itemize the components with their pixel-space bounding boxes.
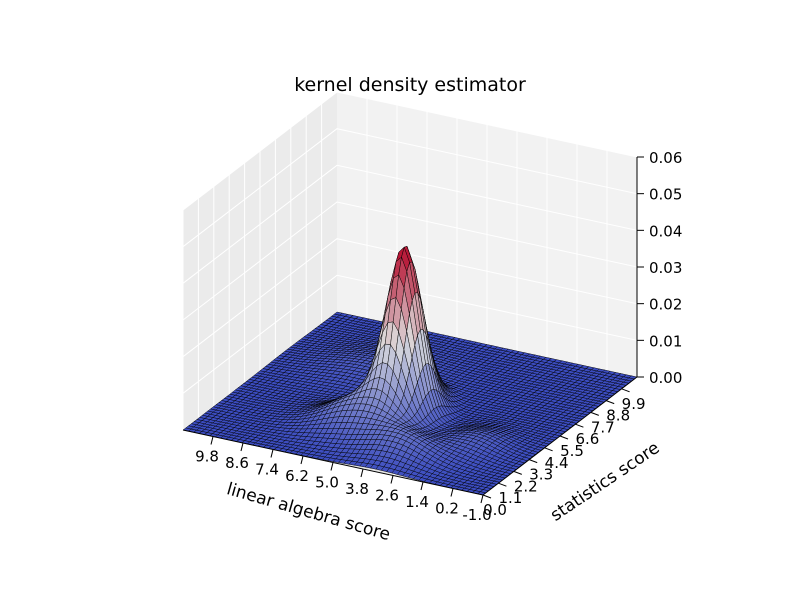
y-tick-label: 1.1 — [498, 489, 522, 507]
y-tick-mark — [482, 494, 492, 499]
z-gridline — [182, 128, 638, 248]
y-tick-label: 5.5 — [560, 442, 584, 460]
z-tick-label: 0.02 — [649, 296, 682, 314]
y-tick-label: 3.3 — [529, 466, 553, 484]
z-tick-label: 0.05 — [649, 186, 682, 204]
z-gridline — [182, 201, 638, 321]
x-tick-mark — [330, 462, 334, 471]
x-tick-mark — [360, 468, 364, 478]
x-tick-label: -1.0 — [462, 506, 491, 524]
z-tick-label: 0.06 — [649, 149, 682, 167]
y-tick-mark — [621, 388, 630, 393]
x-tick-label: 7.4 — [255, 461, 279, 479]
z-gridline — [182, 164, 638, 284]
x-tick-label: 6.2 — [285, 467, 309, 485]
x-tick-label: 3.8 — [345, 480, 369, 498]
y-tick-label: 4.4 — [545, 454, 569, 472]
x-tick-label: 8.6 — [225, 454, 249, 472]
y-tick-mark — [559, 435, 569, 440]
z-gridline — [182, 238, 638, 358]
y-tick-label: 0.0 — [483, 501, 507, 519]
surface-mesh — [182, 245, 638, 496]
x-tick-mark — [240, 442, 244, 452]
x-tick-mark — [210, 436, 214, 445]
x-tick-mark — [300, 455, 304, 465]
y-tick-mark — [575, 423, 584, 428]
z-tick-label: 0.03 — [649, 259, 682, 277]
y-tick-label: 8.8 — [606, 407, 630, 425]
z-gridline — [182, 91, 638, 211]
x-tick-label: 2.6 — [375, 487, 399, 505]
y-tick-label: 6.6 — [575, 430, 599, 448]
x-tick-mark — [420, 481, 424, 491]
x-tick-label: 1.4 — [405, 493, 429, 511]
y-axis-ticks: 0.01.12.23.34.45.56.67.78.89.9 — [482, 388, 646, 519]
y-tick-label: 9.9 — [622, 395, 646, 413]
y-tick-mark — [590, 411, 599, 416]
x-tick-mark — [480, 494, 484, 504]
x-tick-label: 9.8 — [195, 448, 219, 466]
x-tick-mark — [450, 488, 454, 497]
y-tick-mark — [498, 482, 507, 487]
x-tick-label: 5.0 — [315, 474, 339, 492]
y-tick-mark — [606, 400, 615, 405]
z-axis-ticks: 0.00 0.01 0.02 0.03 0.04 0.05 0.06 — [637, 149, 682, 387]
y-tick-mark — [529, 459, 538, 464]
y-tick-mark — [544, 447, 553, 452]
y-tick-label: 2.2 — [514, 477, 538, 495]
y-tick-mark — [513, 470, 522, 475]
chart-title: kernel density estimator — [294, 74, 526, 96]
x-tick-mark — [270, 449, 274, 458]
z-tick-label: 0.01 — [649, 332, 682, 350]
z-tick-label: 0.04 — [649, 222, 682, 240]
x-tick-label: 0.2 — [435, 500, 459, 518]
z-gridline — [182, 274, 638, 394]
x-tick-mark — [390, 475, 394, 484]
y-tick-label: 7.7 — [591, 418, 615, 436]
x-axis-ticks: 9.8 8.6 7.4 6.2 5.0 3.8 2.6 1.4 0.2 -1.0 — [195, 436, 492, 524]
z-tick-label: 0.00 — [649, 369, 682, 387]
